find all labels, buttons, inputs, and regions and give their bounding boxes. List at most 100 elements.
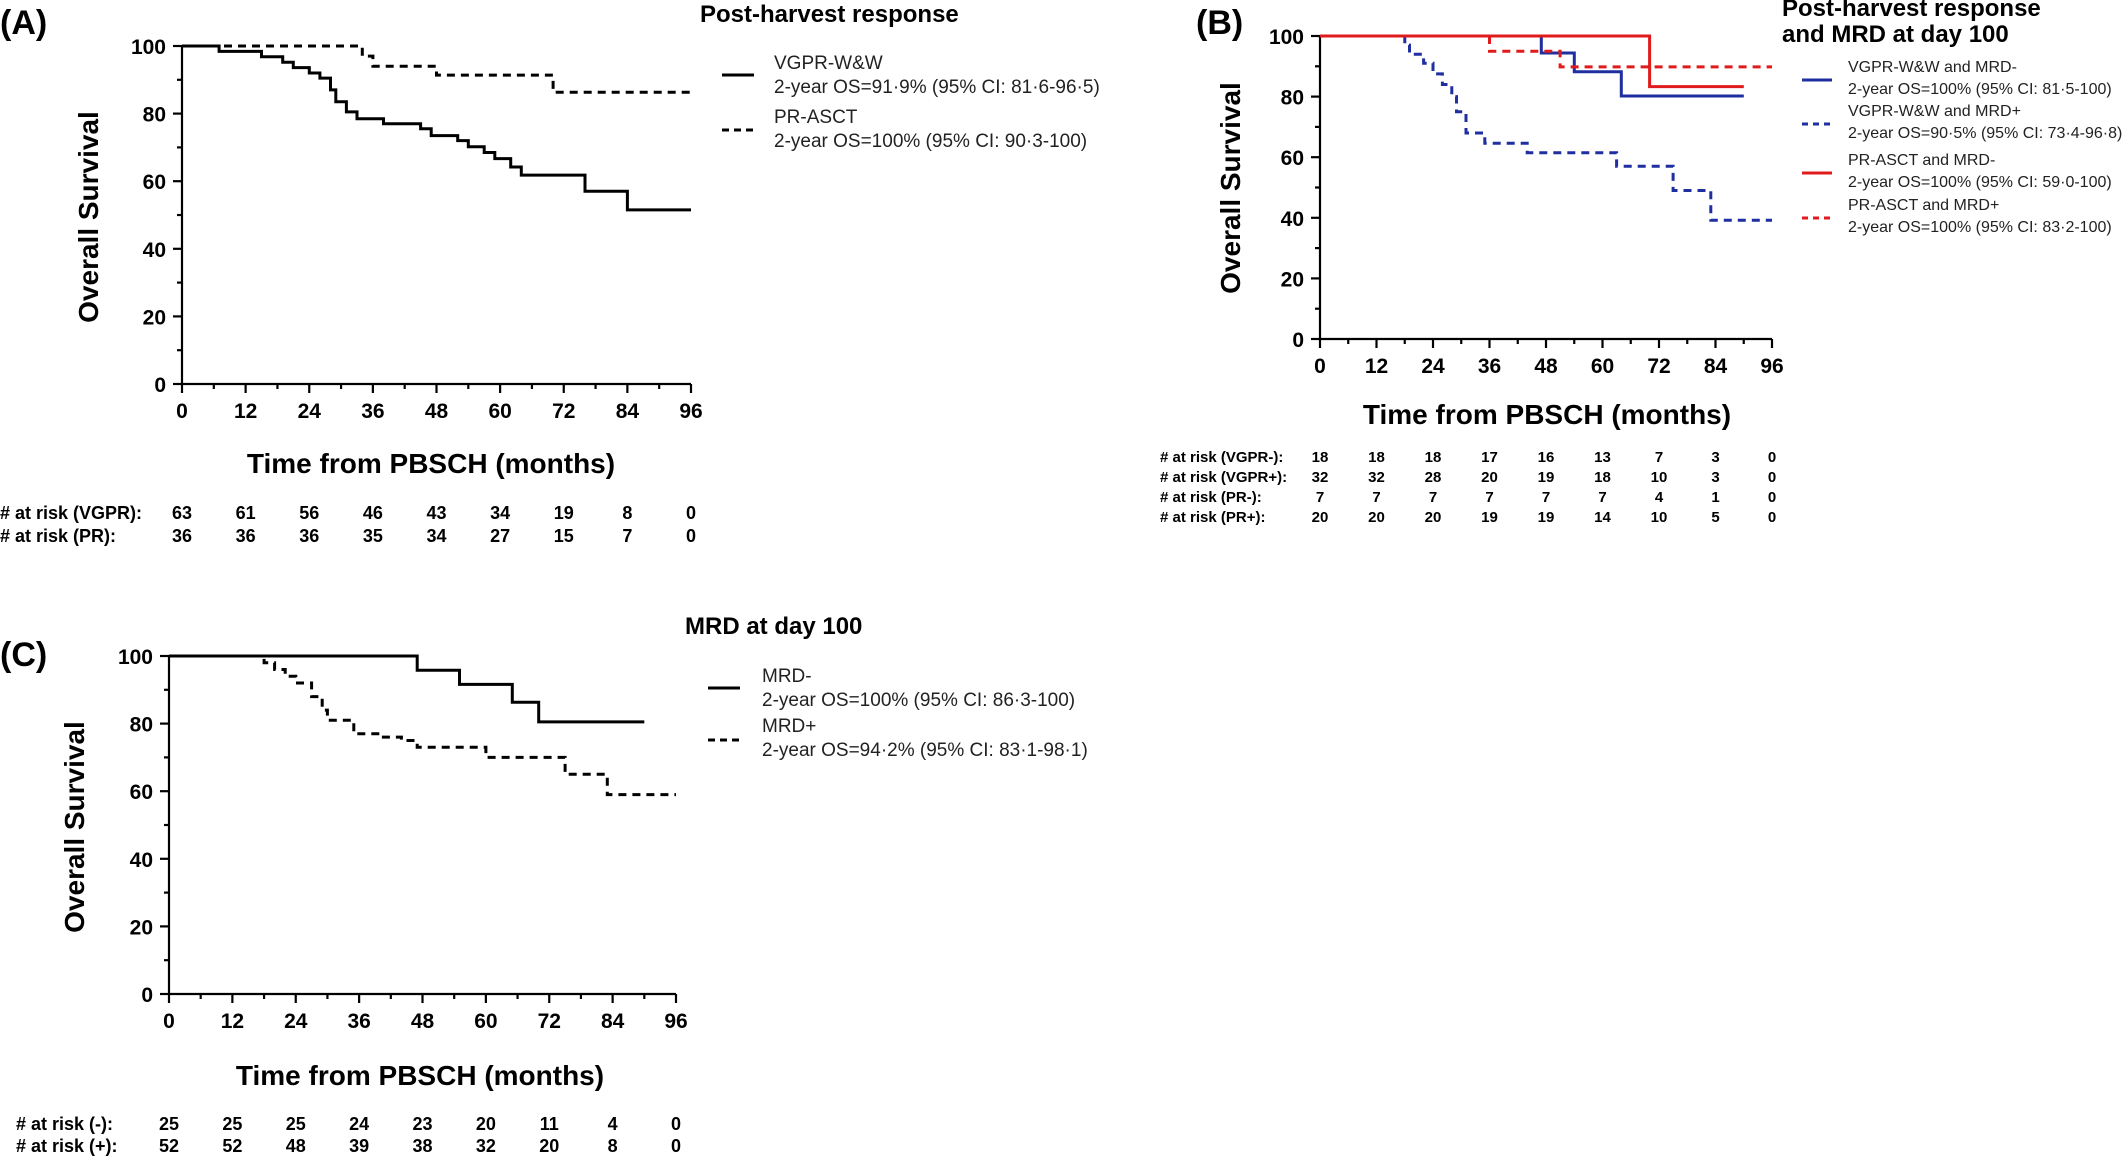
risk-value: 10 xyxy=(1651,509,1668,526)
risk-value: 38 xyxy=(412,1136,432,1156)
risk-value: 25 xyxy=(286,1114,306,1134)
y-tick-label: 100 xyxy=(1269,26,1304,49)
risk-value: 0 xyxy=(671,1114,681,1134)
x-tick-label: 0 xyxy=(163,1010,175,1033)
risk-value: 3 xyxy=(1711,449,1719,466)
y-tick-label: 0 xyxy=(141,984,153,1007)
y-tick-label: 20 xyxy=(1281,268,1304,291)
legend-series-os: 2-year OS=100% (95% CI: 86·3-100) xyxy=(762,690,1075,711)
risk-value: 32 xyxy=(476,1136,496,1156)
risk-value: 3 xyxy=(1711,469,1719,486)
x-tick-label: 72 xyxy=(1647,355,1670,378)
km-curve-3 xyxy=(1320,34,1744,89)
risk-value: 27 xyxy=(490,526,510,546)
panel-a-risk-table: # at risk (VGPR): 63 61 56 46 43 34 19 8 0 # at ri… xyxy=(0,503,696,546)
risk-value: 18 xyxy=(1594,469,1611,486)
x-tick-label: 24 xyxy=(284,1010,308,1033)
risk-value: 8 xyxy=(608,1136,618,1156)
y-tick-label: 40 xyxy=(143,239,166,262)
x-tick-label: 48 xyxy=(1534,355,1558,378)
legend-series-name: MRD+ xyxy=(762,716,816,737)
panel-b-curves xyxy=(1320,34,1772,222)
risk-value: 28 xyxy=(1425,469,1442,486)
risk-value: 16 xyxy=(1538,449,1555,466)
risk-value: 23 xyxy=(412,1114,432,1134)
legend-series-os: 2-year OS=100% (95% CI: 83·2-100) xyxy=(1848,219,2112,236)
risk-value: 56 xyxy=(299,503,319,523)
risk-value: 0 xyxy=(686,526,696,546)
panel-b-title-line1: Post-harvest response xyxy=(1782,0,2041,22)
risk-value: 4 xyxy=(1655,489,1664,506)
panel-c-label: (C) xyxy=(0,636,47,674)
risk-value: 7 xyxy=(1372,489,1380,506)
panel-b-title-line2: and MRD at day 100 xyxy=(1782,21,2009,48)
y-tick-label: 40 xyxy=(1281,208,1304,231)
risk-value: 8 xyxy=(622,503,632,523)
x-tick-label: 60 xyxy=(488,400,511,423)
risk-value: 43 xyxy=(426,503,446,523)
panel-b-axes: 0 12 24 36 48 60 72 84 96 0 20 40 60 80 100 xyxy=(1269,26,1784,378)
legend-series-name: VGPR-W&W and MRD+ xyxy=(1848,103,2021,120)
risk-value: 7 xyxy=(1542,489,1550,506)
km-curve-2 xyxy=(182,44,691,94)
risk-value: 19 xyxy=(1481,509,1498,526)
legend-series-name: MRD- xyxy=(762,666,812,687)
y-tick-label: 100 xyxy=(118,646,153,669)
x-tick-label: 12 xyxy=(1365,355,1388,378)
risk-value: 15 xyxy=(554,526,574,546)
risk-row-label: # at risk (VGPR): xyxy=(0,503,142,523)
x-tick-label: 36 xyxy=(1478,355,1501,378)
y-tick-label: 60 xyxy=(143,171,166,194)
risk-value: 4 xyxy=(608,1114,618,1134)
risk-value: 7 xyxy=(1429,489,1437,506)
y-tick-label: 20 xyxy=(143,306,166,329)
x-tick-label: 96 xyxy=(664,1010,687,1033)
y-tick-label: 60 xyxy=(130,781,153,804)
panel-b-risk-table: # at risk (VGPR-): 18 18 18 17 16 13 7 3 0# at ri… xyxy=(1160,449,1776,526)
panel-b: (B) Post-harvest response and MRD at day… xyxy=(1160,0,2122,526)
risk-value: 0 xyxy=(1768,489,1776,506)
risk-value: 25 xyxy=(159,1114,179,1134)
risk-value: 20 xyxy=(1368,509,1385,526)
risk-row-label: # at risk (PR-): xyxy=(1160,489,1262,506)
x-tick-label: 72 xyxy=(538,1010,561,1033)
legend-series-os: 2-year OS=91·9% (95% CI: 81·6-96·5) xyxy=(774,77,1100,98)
panel-c-y-axis-title: Overall Survival xyxy=(59,721,90,933)
risk-value: 63 xyxy=(172,503,192,523)
y-tick-label: 80 xyxy=(130,714,153,737)
x-tick-label: 36 xyxy=(347,1010,370,1033)
legend-series-name: PR-ASCT xyxy=(774,107,858,128)
risk-value: 61 xyxy=(236,503,256,523)
risk-row-label: # at risk (PR+): xyxy=(1160,509,1265,526)
panel-a-title: Post-harvest response xyxy=(700,1,959,28)
panel-a-x-axis-title: Time from PBSCH (months) xyxy=(247,448,615,479)
x-tick-label: 36 xyxy=(361,400,384,423)
risk-value: 24 xyxy=(349,1114,369,1134)
y-tick-label: 80 xyxy=(143,104,166,127)
risk-value: 32 xyxy=(1368,469,1385,486)
risk-value: 17 xyxy=(1481,449,1498,466)
panel-b-label: (B) xyxy=(1196,4,1243,42)
risk-value: 0 xyxy=(1768,509,1776,526)
km-curve-2 xyxy=(1320,34,1772,222)
risk-value: 13 xyxy=(1594,449,1611,466)
panel-c-x-axis-title: Time from PBSCH (months) xyxy=(236,1060,604,1091)
legend-series-name: VGPR-W&W xyxy=(774,53,883,74)
legend-series-os: 2-year OS=100% (95% CI: 90·3-100) xyxy=(774,131,1087,152)
x-tick-label: 48 xyxy=(425,400,449,423)
panel-a-curves xyxy=(182,44,691,212)
legend-series-os: 2-year OS=100% (95% CI: 81·5-100) xyxy=(1848,81,2112,98)
panel-c-axes: 0 12 24 36 48 60 72 84 96 0 20 40 60 80 100 xyxy=(118,646,688,1033)
risk-value: 39 xyxy=(349,1136,369,1156)
panel-c-legend: MRD- 2-year OS=100% (95% CI: 86·3-100) M… xyxy=(708,666,1088,761)
risk-value: 0 xyxy=(1768,469,1776,486)
y-tick-label: 0 xyxy=(1292,329,1304,352)
risk-value: 7 xyxy=(1655,449,1663,466)
risk-row-label: # at risk (-): xyxy=(16,1114,113,1134)
x-tick-label: 24 xyxy=(298,400,322,423)
legend-series-name: PR-ASCT and MRD+ xyxy=(1848,197,1999,214)
x-tick-label: 72 xyxy=(552,400,575,423)
risk-value: 1 xyxy=(1711,489,1719,506)
risk-value: 52 xyxy=(159,1136,179,1156)
risk-value: 18 xyxy=(1425,449,1442,466)
